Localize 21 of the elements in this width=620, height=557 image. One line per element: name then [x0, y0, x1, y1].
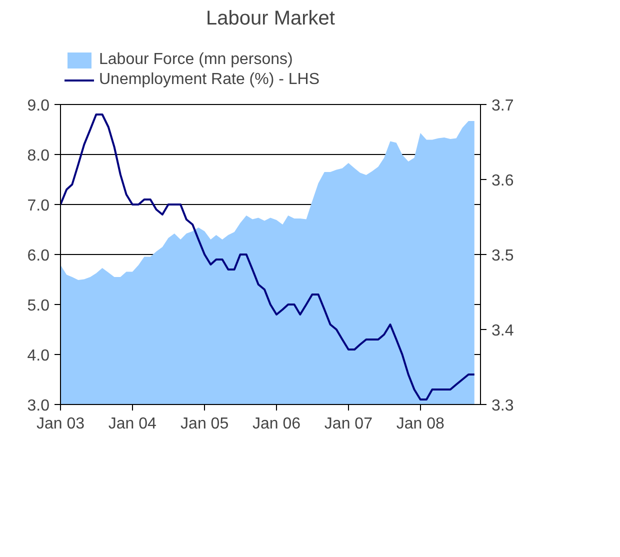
y-tick-label: 8.0: [27, 148, 50, 164]
y2-tick-label: 3.7: [492, 98, 514, 114]
y-tick-label: 7.0: [27, 198, 50, 214]
x-tick-label: Jan 04: [108, 416, 157, 432]
chart-title: Labour Market: [206, 8, 336, 30]
y2-tick-label: 3.6: [492, 172, 514, 190]
y-tick-label: 4.0: [27, 348, 50, 364]
y-tick-label: 9.0: [27, 98, 50, 114]
y-tick-label: 3.0: [27, 398, 50, 414]
legend-label: Unemployment Rate (%) - LHS: [99, 71, 320, 89]
y2-tick-label: 3.4: [492, 322, 514, 340]
y2-tick-label: 3.3: [492, 398, 514, 414]
y-tick-label: 6.0: [27, 248, 50, 264]
x-tick-label: Jan 06: [252, 416, 301, 432]
y-tick-label: 5.0: [27, 298, 50, 314]
x-tick-label: Jan 07: [324, 416, 373, 432]
x-tick-label: Jan 05: [180, 416, 229, 432]
legend-label: Labour Force (mn persons): [99, 51, 293, 69]
y2-tick-label: 3.5: [492, 248, 514, 264]
x-tick-label: Jan 03: [36, 416, 85, 432]
x-tick-label: Jan 08: [396, 416, 445, 432]
